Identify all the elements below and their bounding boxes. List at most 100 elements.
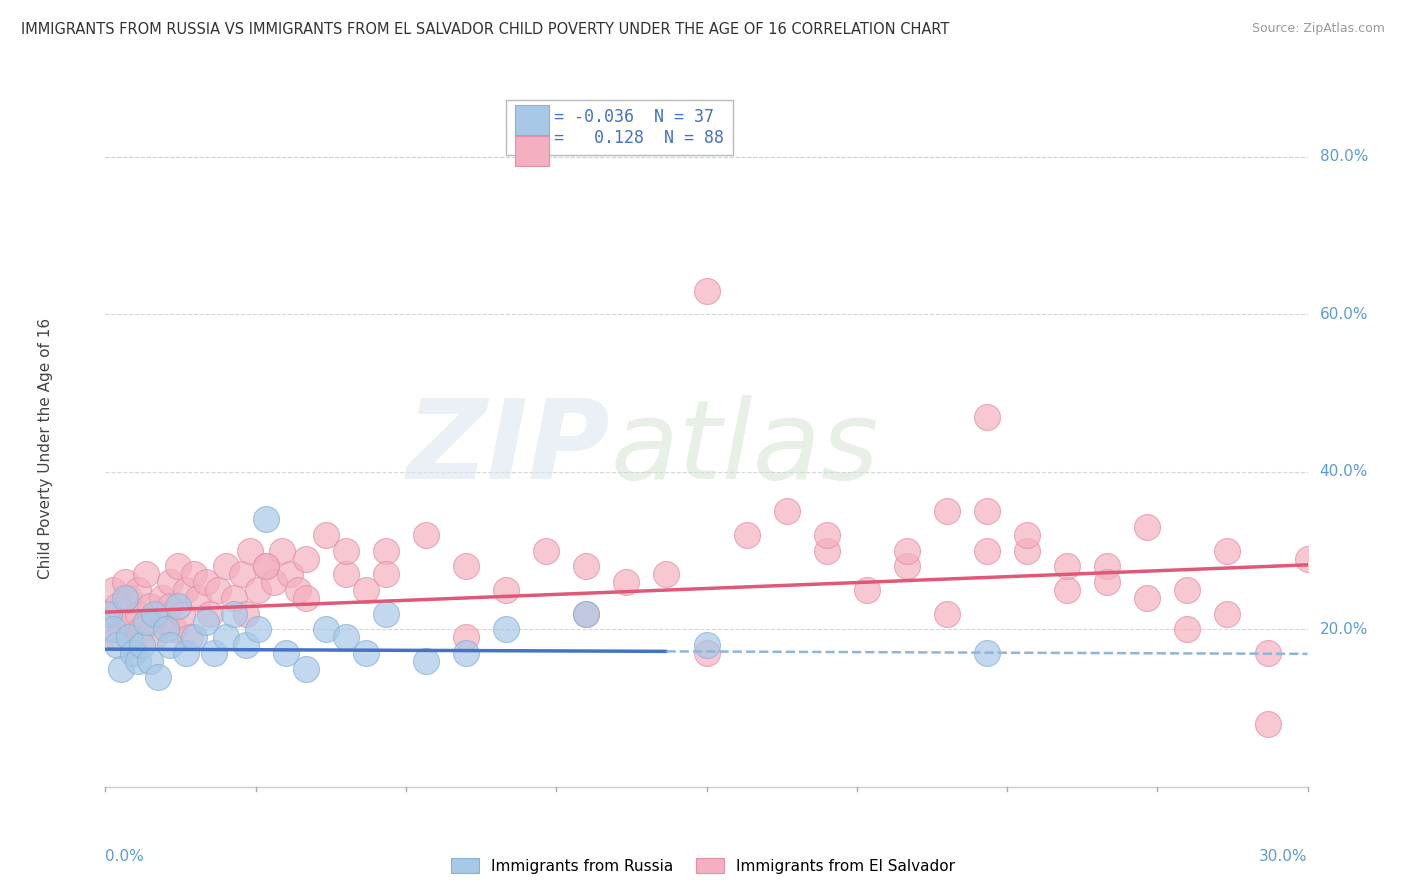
Point: [354, 583, 377, 598]
Point: [222, 607, 245, 621]
Point: [254, 512, 277, 526]
Point: [202, 646, 225, 660]
Point: [155, 615, 177, 629]
Point: [776, 504, 799, 518]
Point: [174, 646, 197, 660]
Point: [170, 607, 193, 621]
Point: [1216, 607, 1239, 621]
Text: IMMIGRANTS FROM RUSSIA VS IMMIGRANTS FROM EL SALVADOR CHILD POVERTY UNDER THE AG: IMMIGRANTS FROM RUSSIA VS IMMIGRANTS FRO…: [21, 22, 949, 37]
Point: [179, 630, 201, 644]
Point: [194, 615, 217, 629]
Point: [118, 615, 141, 629]
Point: [335, 543, 357, 558]
Point: [231, 567, 253, 582]
Point: [616, 575, 638, 590]
Point: [270, 543, 292, 558]
Point: [183, 567, 205, 582]
Point: [207, 583, 229, 598]
Point: [135, 615, 157, 629]
Point: [1097, 575, 1119, 590]
FancyBboxPatch shape: [516, 105, 548, 135]
Legend: Immigrants from Russia, Immigrants from El Salvador: Immigrants from Russia, Immigrants from …: [446, 852, 960, 880]
Point: [146, 670, 169, 684]
Point: [103, 623, 125, 637]
Point: [254, 559, 277, 574]
Point: [122, 638, 145, 652]
Point: [735, 528, 758, 542]
Point: [114, 575, 136, 590]
Point: [855, 583, 877, 598]
Point: [214, 630, 236, 644]
Point: [1017, 528, 1039, 542]
Point: [976, 646, 998, 660]
Point: [183, 630, 205, 644]
Text: Source: ZipAtlas.com: Source: ZipAtlas.com: [1251, 22, 1385, 36]
Point: [174, 583, 197, 598]
Point: [374, 607, 398, 621]
Point: [246, 583, 269, 598]
Point: [118, 630, 141, 644]
Text: 30.0%: 30.0%: [1260, 849, 1308, 863]
Point: [1177, 623, 1199, 637]
Point: [295, 591, 318, 605]
Point: [166, 559, 188, 574]
Text: 60.0%: 60.0%: [1320, 307, 1368, 322]
Point: [235, 638, 257, 652]
Point: [214, 559, 236, 574]
Point: [127, 607, 149, 621]
Point: [1056, 559, 1078, 574]
Point: [114, 591, 136, 605]
Point: [815, 543, 838, 558]
Point: [1017, 543, 1039, 558]
Point: [142, 607, 165, 621]
Text: ZIP: ZIP: [406, 395, 610, 501]
Text: 80.0%: 80.0%: [1320, 149, 1368, 164]
Point: [354, 646, 377, 660]
Point: [254, 559, 277, 574]
Point: [454, 630, 477, 644]
Point: [495, 583, 517, 598]
Point: [159, 599, 181, 613]
Point: [696, 638, 718, 652]
Point: [239, 543, 262, 558]
Text: atlas: atlas: [610, 395, 879, 501]
Point: [162, 623, 184, 637]
Point: [374, 567, 398, 582]
Point: [155, 623, 177, 637]
Point: [131, 638, 153, 652]
Point: [138, 654, 160, 668]
Point: [235, 607, 257, 621]
Point: [696, 284, 718, 298]
Point: [146, 607, 169, 621]
Point: [315, 528, 337, 542]
Point: [1296, 551, 1319, 566]
FancyBboxPatch shape: [516, 136, 548, 166]
Point: [187, 591, 209, 605]
Text: 0.0%: 0.0%: [105, 849, 145, 863]
Point: [131, 623, 153, 637]
Point: [575, 607, 598, 621]
Point: [118, 591, 141, 605]
Point: [278, 567, 301, 582]
Point: [1216, 543, 1239, 558]
Point: [107, 638, 129, 652]
Point: [1177, 583, 1199, 598]
Point: [107, 599, 129, 613]
Point: [127, 654, 149, 668]
Point: [287, 583, 309, 598]
Point: [976, 409, 998, 424]
Point: [815, 528, 838, 542]
Point: [295, 662, 318, 676]
Point: [696, 646, 718, 660]
Point: [166, 599, 188, 613]
Point: [110, 623, 132, 637]
Point: [896, 559, 918, 574]
Point: [936, 504, 959, 518]
Point: [1257, 717, 1279, 731]
Point: [1136, 591, 1159, 605]
Point: [103, 583, 125, 598]
Text: 40.0%: 40.0%: [1320, 465, 1368, 479]
Point: [315, 623, 337, 637]
Text: 20.0%: 20.0%: [1320, 622, 1368, 637]
Point: [150, 591, 173, 605]
